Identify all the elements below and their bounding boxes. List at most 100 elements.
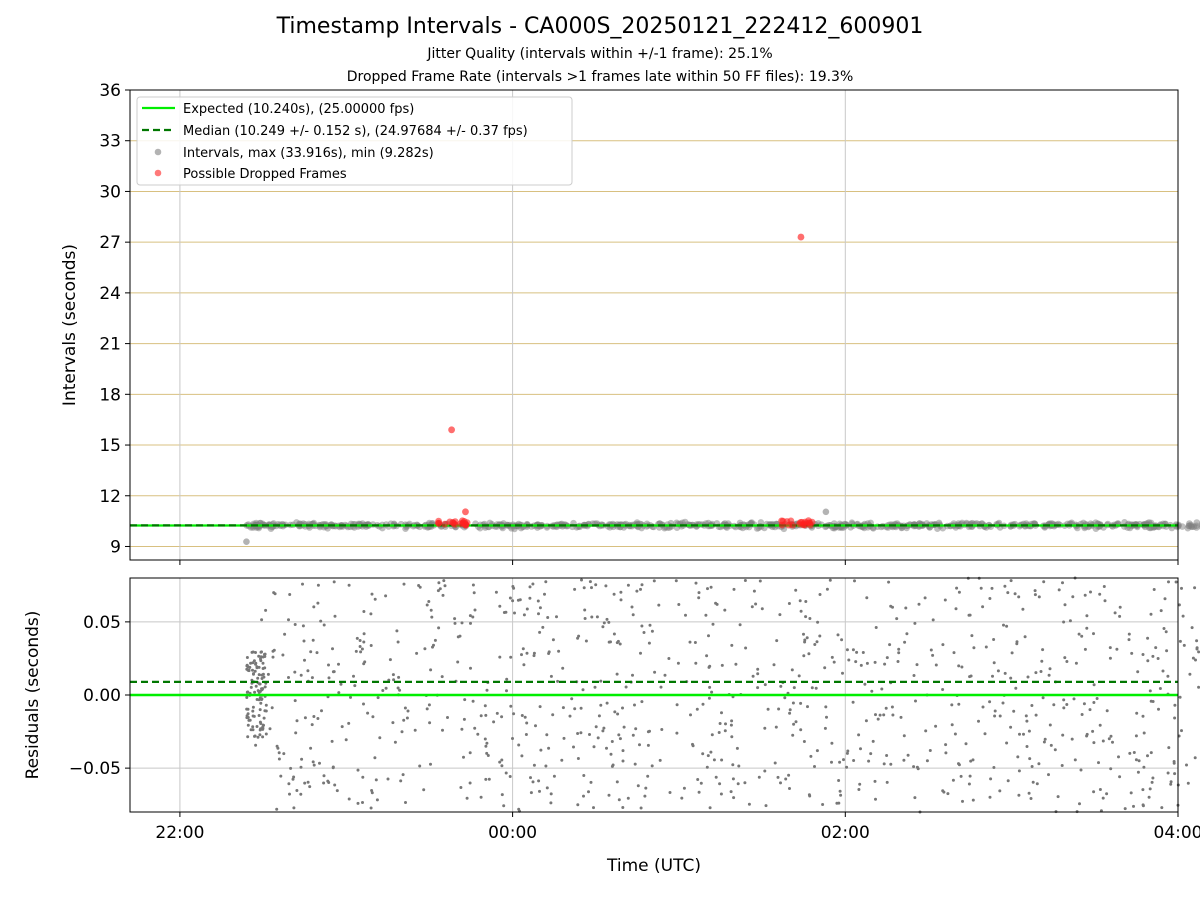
residual-point — [891, 605, 894, 609]
residual-point — [971, 758, 975, 762]
residual-point — [260, 618, 264, 622]
residual-point — [859, 663, 863, 667]
residual-point — [536, 599, 540, 603]
residual-point — [263, 666, 267, 670]
residual-point — [308, 785, 312, 789]
residual-point — [292, 806, 296, 810]
residual-point — [915, 765, 919, 769]
residual-point — [293, 699, 297, 703]
residual-point — [404, 801, 407, 804]
residual-point — [799, 701, 803, 705]
residual-point — [373, 756, 377, 760]
residual-point — [576, 757, 580, 760]
residual-point — [289, 766, 293, 770]
residual-point — [813, 765, 816, 768]
residual-point — [847, 658, 851, 662]
residual-point — [581, 688, 585, 692]
residuals-x-tick-label: 04:00 — [1154, 823, 1200, 843]
residual-point — [992, 661, 996, 665]
residuals-x-tick-label: 00:00 — [488, 823, 537, 843]
residual-point — [835, 801, 839, 805]
residual-point — [271, 655, 275, 659]
residual-point — [588, 733, 591, 736]
residual-point — [779, 781, 782, 785]
residual-point — [802, 632, 805, 636]
residual-point — [989, 777, 993, 781]
residual-point — [1152, 588, 1156, 591]
residual-point — [473, 726, 477, 730]
residual-point — [251, 668, 254, 672]
residual-point — [1147, 795, 1151, 799]
residual-point — [1101, 796, 1105, 800]
residual-point — [615, 672, 619, 676]
residual-point — [825, 715, 828, 719]
residual-point — [253, 690, 257, 694]
residual-point — [460, 621, 464, 625]
residual-point — [878, 713, 882, 717]
residual-point — [897, 651, 901, 655]
residual-point — [914, 699, 917, 703]
residual-point — [539, 748, 543, 752]
residual-point — [462, 755, 465, 759]
residual-point — [302, 639, 306, 643]
residual-point — [912, 674, 916, 677]
residual-point — [270, 706, 274, 710]
residual-point — [1017, 793, 1021, 797]
residual-point — [998, 714, 1002, 718]
residual-point — [442, 579, 446, 583]
dropped-frame-subtitle: Dropped Frame Rate (intervals >1 frames … — [346, 69, 854, 85]
residual-point — [1193, 756, 1197, 760]
residual-point — [441, 728, 444, 732]
residual-point — [602, 621, 606, 625]
residual-point — [287, 618, 290, 622]
residual-point — [852, 759, 856, 762]
residual-point — [943, 598, 947, 602]
residual-point — [890, 705, 894, 709]
residual-point — [319, 619, 323, 623]
residual-point — [438, 587, 442, 591]
residual-point — [928, 749, 932, 752]
residual-point — [734, 662, 738, 666]
residual-point — [257, 673, 261, 677]
residual-point — [1123, 807, 1127, 811]
residual-point — [1024, 714, 1028, 718]
residual-point — [840, 638, 844, 642]
legend-intervals-label: Intervals, max (33.916s), min (9.282s) — [183, 146, 434, 161]
residual-point — [538, 630, 542, 634]
residual-point — [1135, 711, 1139, 715]
residual-point — [511, 737, 514, 740]
residual-point — [950, 723, 954, 727]
residual-point — [758, 579, 762, 583]
residual-point — [468, 751, 472, 755]
legend-box — [136, 96, 573, 186]
residual-point — [941, 688, 945, 691]
residual-point — [694, 661, 698, 665]
residual-point — [288, 792, 291, 796]
residual-point — [714, 775, 718, 779]
intervals-y-tick-label: 21 — [99, 335, 121, 355]
legend-dropped-marker — [154, 169, 162, 177]
residual-point — [1154, 646, 1158, 650]
residual-point — [667, 657, 671, 660]
residual-point — [851, 700, 855, 704]
dropped-frame-point — [783, 518, 791, 525]
dropped-frame-point — [449, 519, 457, 526]
residual-point — [395, 629, 399, 633]
residual-point — [1151, 700, 1155, 703]
residual-point — [845, 648, 849, 652]
residual-point — [941, 789, 945, 793]
residual-point — [1173, 703, 1177, 707]
residual-point — [774, 725, 778, 729]
residual-point — [247, 718, 251, 722]
interval-point — [753, 525, 761, 532]
residual-point — [639, 587, 642, 591]
residual-point — [709, 750, 713, 754]
residual-point — [579, 731, 583, 735]
residual-point — [648, 729, 651, 733]
residual-point — [964, 742, 968, 746]
residual-point — [1111, 740, 1114, 744]
residual-point — [561, 706, 565, 710]
residual-point — [592, 806, 595, 810]
residual-point — [279, 774, 283, 778]
residual-point — [299, 792, 303, 796]
